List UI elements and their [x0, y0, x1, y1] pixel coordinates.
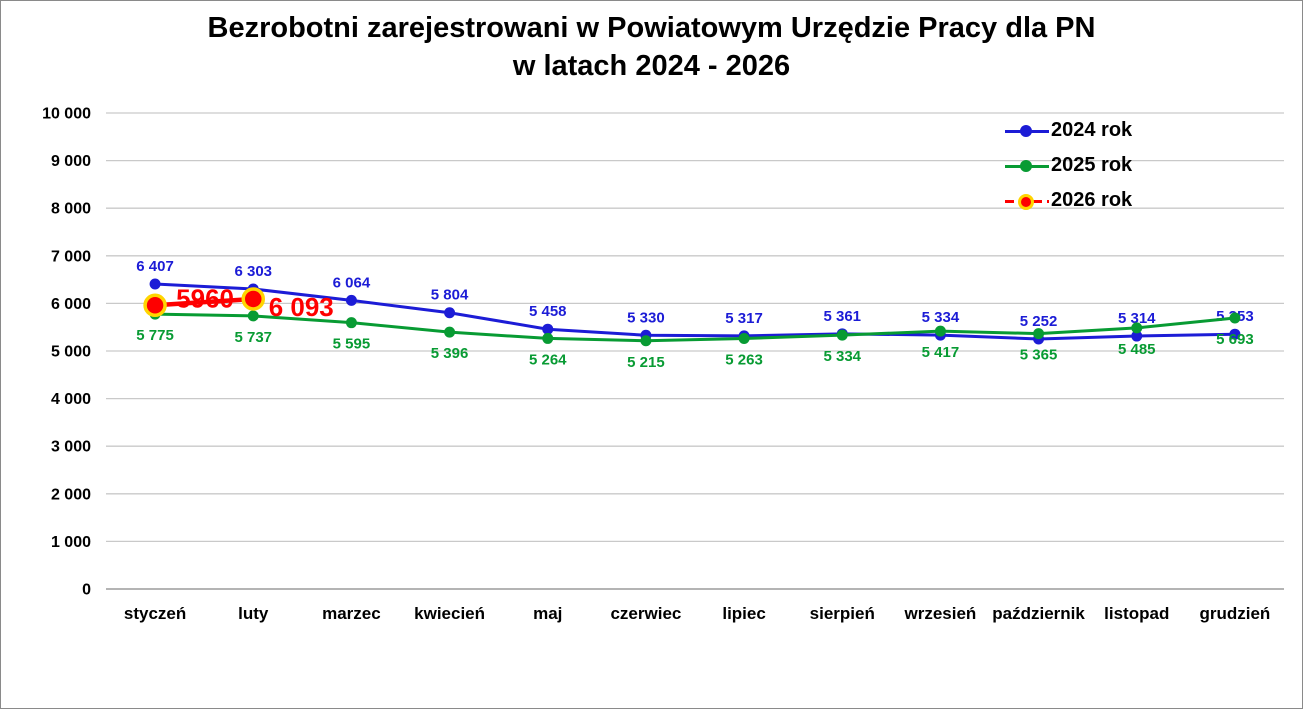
data-label: 5 215 — [627, 354, 665, 371]
x-axis-label: luty — [238, 604, 269, 623]
legend-label-2025: 2025 rok — [1051, 154, 1133, 176]
data-label: 5 417 — [922, 344, 960, 361]
legend-marker-2024-icon — [1005, 121, 1049, 141]
data-point — [934, 325, 946, 337]
legend-item-2025: 2025 rok — [1005, 148, 1132, 183]
data-point — [444, 307, 456, 319]
data-label: 6 093 — [269, 292, 334, 322]
x-axis-label: styczeń — [124, 604, 186, 623]
data-label: 5 365 — [1020, 347, 1058, 364]
data-label: 5 314 — [1118, 310, 1156, 327]
data-label: 6 303 — [234, 263, 272, 280]
legend-item-2026: 2026 rok — [1005, 183, 1132, 218]
data-point — [836, 329, 848, 341]
data-label: 5 361 — [823, 308, 861, 325]
y-tick-label: 7 000 — [51, 248, 91, 265]
data-label: 5 334 — [922, 309, 960, 326]
data-label: 5 737 — [234, 329, 272, 346]
data-label: 5 458 — [529, 303, 567, 320]
data-point — [1131, 330, 1143, 342]
y-tick-label: 6 000 — [51, 296, 91, 313]
data-point — [640, 335, 652, 347]
data-point — [345, 294, 357, 306]
series-line-2024-rok — [155, 282, 1235, 341]
data-point — [1033, 328, 1045, 340]
legend-label-2026: 2026 rok — [1051, 189, 1133, 211]
x-axis-label: czerwiec — [610, 604, 681, 623]
y-tick-label: 10 000 — [42, 106, 91, 123]
x-axis-label: lipiec — [722, 604, 765, 623]
x-axis-label: kwiecień — [414, 604, 485, 623]
y-tick-label: 4 000 — [51, 391, 91, 408]
data-point — [1131, 322, 1143, 334]
data-label: 5 330 — [627, 309, 665, 326]
series-line-2025-rok — [155, 312, 1236, 343]
data-point — [241, 287, 265, 311]
legend: 2024 rok 2025 rok 2026 rok — [1005, 113, 1132, 218]
y-tick-label: 9 000 — [51, 153, 91, 170]
y-tick-label: 3 000 — [51, 439, 91, 456]
legend-marker-2025-icon — [1005, 156, 1049, 176]
data-label: 6 407 — [136, 258, 174, 275]
data-label: 5 317 — [725, 310, 763, 327]
series-line-2026-rok — [154, 296, 254, 308]
chart-title-line1: Bezrobotni zarejestrowani w Powiatowym U… — [207, 12, 1096, 44]
x-axis-label: październik — [992, 604, 1085, 623]
chart-title-line2: w latach 2024 - 2026 — [512, 50, 791, 82]
legend-marker-2026-icon — [1005, 191, 1049, 211]
data-point — [1229, 328, 1241, 340]
data-point — [542, 323, 554, 335]
data-point — [444, 326, 456, 338]
data-label: 5 804 — [431, 287, 469, 304]
data-point — [143, 293, 167, 318]
data-label: 5 264 — [529, 351, 567, 368]
chart-title: Bezrobotni zarejestrowani w Powiatowym U… — [1, 9, 1302, 85]
data-point — [542, 332, 554, 344]
data-point — [1229, 312, 1241, 324]
x-axis-label: maj — [533, 604, 562, 623]
data-point — [738, 332, 750, 344]
data-label: 5 396 — [431, 345, 469, 362]
data-label: 5 263 — [725, 351, 763, 368]
data-point — [149, 278, 161, 290]
x-axis-label: wrzesień — [904, 604, 977, 623]
data-label: 5 693 — [1216, 331, 1254, 348]
y-tick-label: 1 000 — [51, 534, 91, 551]
data-label: 5 595 — [333, 336, 371, 353]
x-axis-label: listopad — [1104, 604, 1169, 623]
data-label: 5 775 — [136, 327, 174, 344]
y-tick-label: 0 — [82, 582, 91, 599]
y-tick-label: 8 000 — [51, 201, 91, 218]
data-label: 6 064 — [333, 274, 371, 291]
x-axis-label: marzec — [322, 604, 381, 623]
data-label: 5 334 — [823, 348, 861, 365]
x-axis-label: grudzień — [1199, 604, 1270, 623]
legend-item-2024: 2024 rok — [1005, 113, 1132, 148]
data-label: 5 485 — [1118, 341, 1156, 358]
x-axis-label: sierpień — [810, 604, 875, 623]
data-label: 5 252 — [1020, 313, 1058, 330]
y-tick-label: 2 000 — [51, 486, 91, 503]
y-tick-label: 5 000 — [51, 344, 91, 361]
data-point — [345, 317, 357, 329]
data-label: 5960 — [176, 283, 234, 313]
data-point — [247, 310, 259, 322]
legend-label-2024: 2024 rok — [1051, 119, 1133, 141]
